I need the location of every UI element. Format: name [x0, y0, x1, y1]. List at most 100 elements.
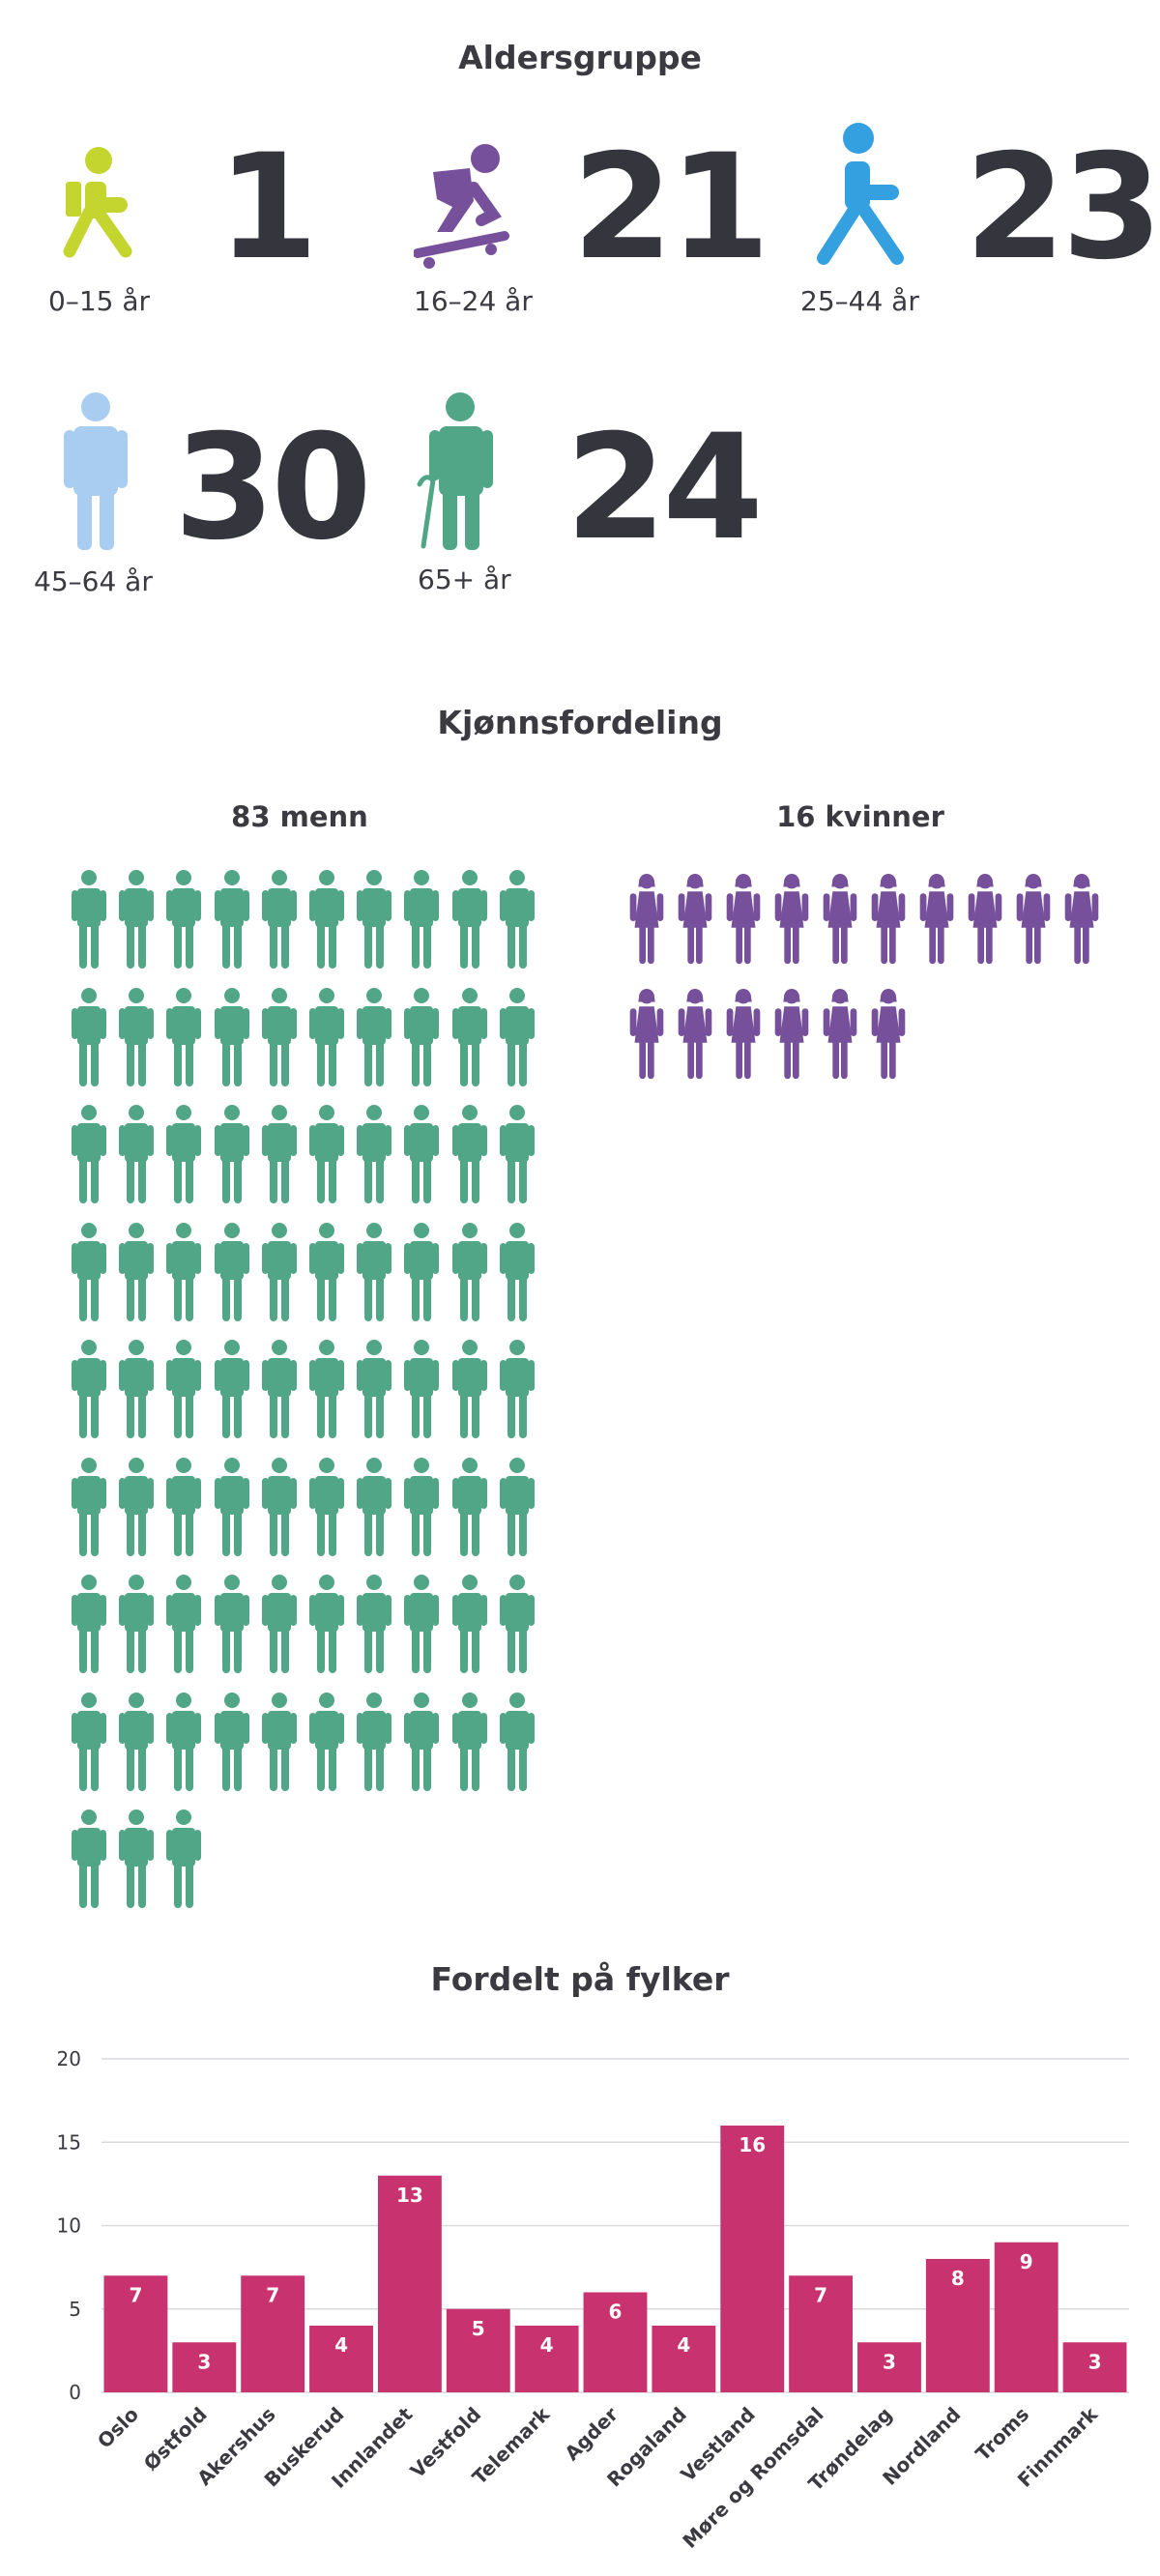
man-icon — [214, 987, 249, 1086]
y-tick-label: 5 — [69, 2298, 81, 2321]
man-icon — [261, 1222, 297, 1321]
man-icon — [451, 870, 487, 969]
man-icon — [404, 1340, 440, 1438]
man-icon — [72, 1809, 106, 1908]
man-icon — [404, 1575, 440, 1673]
bar — [789, 2275, 854, 2392]
man-icon — [309, 1692, 344, 1791]
man-icon — [214, 870, 249, 969]
gender-section-title: Kjønnsfordeling — [437, 704, 723, 741]
age-group-label: 45–64 år — [34, 565, 153, 597]
man-icon — [119, 1692, 155, 1791]
man-icon — [404, 1222, 440, 1321]
age-group-label: 16–24 år — [414, 285, 533, 317]
data-label: 7 — [814, 2283, 827, 2306]
bar — [446, 2308, 510, 2392]
data-label: 3 — [197, 2350, 211, 2373]
man-icon — [214, 1575, 249, 1673]
man-icon — [309, 1222, 344, 1321]
woman-icon — [678, 874, 712, 965]
x-tick-label: Agder — [560, 2402, 623, 2465]
x-tick-label: Troms — [971, 2403, 1033, 2466]
man-icon — [451, 1222, 487, 1321]
data-label: 4 — [677, 2333, 690, 2357]
bar — [925, 2259, 990, 2392]
child-icon — [63, 147, 132, 258]
woman-icon — [629, 874, 664, 965]
man-icon — [166, 1692, 202, 1791]
women-count-label: 16 kvinner — [776, 800, 944, 833]
man-icon — [214, 1222, 249, 1321]
woman-icon — [871, 874, 906, 965]
man-icon — [166, 1457, 202, 1556]
man-icon — [119, 870, 155, 969]
man-icon — [261, 1105, 297, 1203]
woman-icon — [726, 989, 761, 1080]
age-group-count: 23 — [965, 124, 1160, 292]
man-icon — [357, 1340, 392, 1438]
man-icon — [214, 1340, 249, 1438]
man-icon — [404, 870, 440, 969]
man-icon — [404, 987, 440, 1086]
man-icon — [404, 1457, 440, 1556]
man-icon — [309, 1457, 344, 1556]
data-label: 4 — [334, 2333, 348, 2357]
woman-icon — [774, 989, 809, 1080]
bar — [857, 2342, 921, 2392]
man-icon — [214, 1105, 249, 1203]
woman-icon — [726, 874, 761, 965]
man-icon — [119, 1105, 155, 1203]
data-label: 16 — [739, 2133, 766, 2156]
woman-icon — [629, 989, 664, 1080]
woman-icon — [823, 989, 857, 1080]
man-icon — [72, 1340, 106, 1438]
woman-icon — [1064, 874, 1099, 965]
age-group-count: 21 — [572, 124, 770, 292]
man-icon — [357, 987, 392, 1086]
man-icon — [166, 1575, 202, 1673]
man-icon — [404, 1105, 440, 1203]
man-icon — [166, 1809, 202, 1908]
x-tick-label: Oslo — [93, 2403, 143, 2453]
man-icon — [119, 1222, 155, 1321]
man-icon — [72, 1222, 106, 1321]
man-icon — [309, 987, 344, 1086]
man-icon — [119, 987, 155, 1086]
data-label: 7 — [266, 2283, 279, 2306]
man-icon — [451, 1692, 487, 1791]
man-icon — [451, 1340, 487, 1438]
man-icon — [166, 1340, 202, 1438]
age-group-label: 65+ år — [418, 564, 511, 595]
man-icon — [261, 1457, 297, 1556]
man-icon — [499, 987, 535, 1086]
man-icon — [214, 1692, 249, 1791]
man-icon — [451, 987, 487, 1086]
age-group-label: 25–44 år — [800, 285, 919, 317]
data-label: 8 — [951, 2267, 965, 2290]
bar — [583, 2292, 648, 2392]
woman-icon — [678, 989, 712, 1080]
data-label: 4 — [540, 2333, 554, 2357]
bar — [514, 2326, 579, 2392]
chart-title: Fordelt på fylker — [430, 1960, 730, 1998]
man-icon — [119, 1340, 155, 1438]
man-icon — [261, 1340, 297, 1438]
man-icon — [309, 1105, 344, 1203]
man-icon — [404, 1692, 440, 1791]
bar — [309, 2326, 373, 2392]
bar — [103, 2275, 168, 2392]
woman-icon — [1016, 874, 1051, 965]
age-group-count: 30 — [174, 404, 372, 572]
bar — [377, 2175, 442, 2392]
man-icon — [499, 1457, 535, 1556]
y-tick-label: 15 — [57, 2130, 81, 2154]
man-icon — [499, 1575, 535, 1673]
data-label: 5 — [472, 2317, 485, 2340]
man-icon — [357, 1105, 392, 1203]
man-icon — [72, 1575, 106, 1673]
county-bar-chart: 051015207Oslo3Østfold7Akershus4Buskerud1… — [57, 2047, 1129, 2553]
men-count-label: 83 menn — [231, 800, 368, 833]
man-icon — [261, 1692, 297, 1791]
man-icon — [499, 1340, 535, 1438]
man-icon — [119, 1457, 155, 1556]
